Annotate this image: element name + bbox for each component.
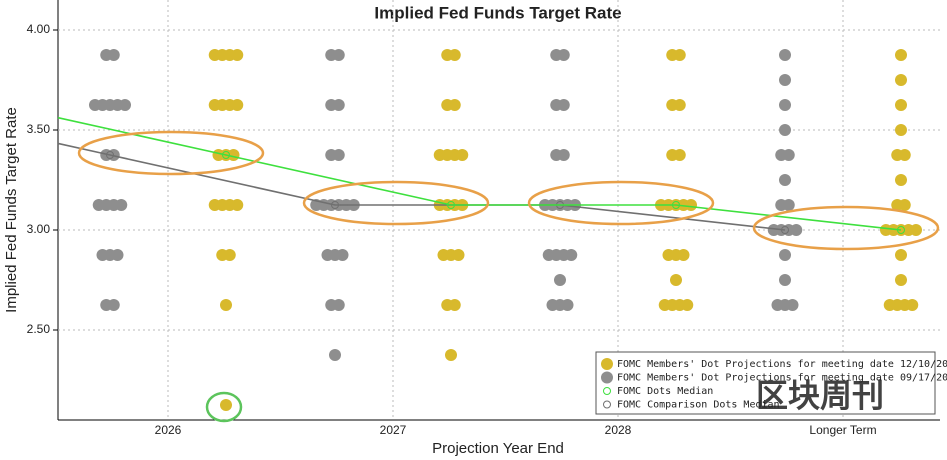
dot — [557, 99, 570, 111]
y-axis-label: Implied Fed Funds Target Rate — [3, 107, 20, 313]
dot — [681, 299, 694, 311]
legend-symbol — [603, 387, 611, 395]
dot — [456, 149, 469, 161]
dot — [779, 74, 791, 86]
dot — [561, 299, 574, 311]
dot — [895, 99, 907, 111]
dot — [790, 224, 803, 236]
dot — [332, 299, 345, 311]
dot — [445, 349, 457, 361]
dot — [448, 299, 461, 311]
x-axis-label: Projection Year End — [432, 440, 564, 457]
dot — [673, 99, 686, 111]
dot — [673, 149, 686, 161]
dot — [898, 199, 911, 211]
legend-symbol — [601, 358, 613, 370]
x-tick-label: 2028 — [605, 423, 632, 437]
median-line — [57, 116, 902, 231]
dot — [557, 49, 570, 61]
legend-label: FOMC Members' Dot Projections for meetin… — [617, 373, 947, 384]
x-tick-label: 2026 — [155, 423, 182, 437]
dot — [779, 274, 791, 286]
dot — [895, 49, 907, 61]
dot — [231, 99, 244, 111]
watermark: 区块周刊 — [756, 377, 884, 413]
dot — [898, 149, 911, 161]
median-marker — [781, 226, 789, 234]
dot — [448, 49, 461, 61]
highlight-ellipse — [302, 180, 490, 226]
dot — [782, 199, 795, 211]
dot — [779, 99, 791, 111]
legend-box — [595, 351, 936, 415]
dot — [329, 349, 341, 361]
dot — [779, 174, 791, 186]
dot — [895, 174, 907, 186]
dot — [673, 49, 686, 61]
highlight-ellipse — [77, 130, 265, 176]
dot — [910, 224, 922, 236]
dot — [895, 74, 907, 86]
y-tick-label: 2.50 — [27, 322, 51, 336]
median-marker — [106, 151, 114, 159]
highlight-ellipse — [752, 205, 940, 251]
dot — [557, 149, 570, 161]
dot — [223, 249, 236, 261]
dot — [779, 49, 791, 61]
dot — [786, 299, 799, 311]
dot — [107, 49, 120, 61]
chart-title: Implied Fed Funds Target Rate — [374, 3, 621, 22]
dot — [670, 274, 682, 286]
dot — [685, 199, 697, 211]
dot — [565, 249, 578, 261]
dot — [111, 249, 124, 261]
dot — [231, 49, 244, 61]
y-tick-label: 3.50 — [27, 122, 51, 136]
dot — [779, 249, 791, 261]
y-tick-label: 3.00 — [27, 222, 51, 236]
dot — [220, 399, 232, 411]
median-marker — [222, 151, 230, 159]
legend-label: FOMC Members' Dot Projections for meetin… — [617, 359, 947, 370]
y-tick-label: 4.00 — [27, 22, 51, 36]
median-marker — [331, 201, 339, 209]
dot — [332, 99, 345, 111]
legend-label: FOMC Comparison Dots Median — [617, 400, 780, 411]
dot — [677, 249, 690, 261]
x-tick-label: 2027 — [380, 423, 407, 437]
median-marker — [897, 226, 905, 234]
dot — [895, 274, 907, 286]
highlight-circle — [205, 391, 243, 423]
dot — [782, 149, 795, 161]
dot — [119, 99, 131, 111]
dot — [554, 274, 566, 286]
dot — [448, 99, 461, 111]
dot — [332, 149, 345, 161]
median-marker — [447, 201, 455, 209]
x-tick-label: Longer Term — [809, 423, 876, 437]
dot — [452, 249, 465, 261]
dot — [895, 124, 907, 136]
median-line — [57, 142, 786, 231]
dot — [115, 199, 128, 211]
dot — [336, 249, 349, 261]
legend-label: FOMC Dots Median — [617, 386, 713, 397]
dot — [220, 299, 232, 311]
dot — [332, 49, 345, 61]
dot — [779, 124, 791, 136]
dot — [906, 299, 919, 311]
legend-symbol — [601, 371, 613, 384]
dot — [231, 199, 244, 211]
legend: FOMC Members' Dot Projections for meetin… — [595, 351, 947, 415]
dot — [107, 299, 120, 311]
legend-symbol — [603, 400, 611, 409]
median-marker — [672, 201, 680, 209]
dot — [895, 249, 907, 261]
highlight-ellipse — [527, 180, 715, 226]
